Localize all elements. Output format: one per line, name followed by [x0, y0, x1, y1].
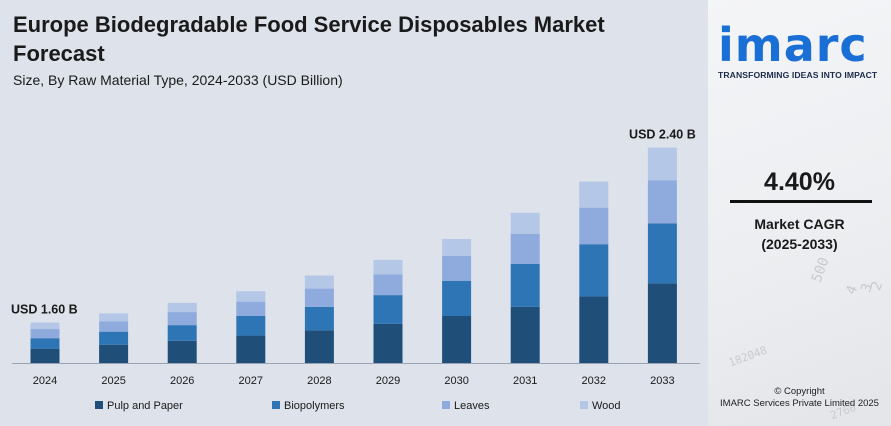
bar-segment [442, 280, 472, 316]
logo-tagline: TRANSFORMING IDEAS INTO IMPACT [718, 70, 878, 80]
x-tick-label: 2032 [582, 375, 606, 387]
bar-segment [236, 291, 266, 302]
page-title: Europe Biodegradable Food Service Dispos… [13, 12, 605, 66]
chart-subtitle: Size, By Raw Material Type, 2024-2033 (U… [13, 72, 343, 88]
legend-swatch [95, 401, 103, 409]
x-tick-label: 2030 [444, 375, 468, 387]
cagr-divider [730, 200, 872, 203]
x-tick-label: 2033 [650, 375, 674, 387]
x-tick-label: 2029 [376, 375, 400, 387]
bar-segment [30, 322, 60, 330]
total-annotation: USD 1.60 B [11, 303, 78, 317]
decor-number: 500 [808, 255, 833, 285]
chart-panel: Europe Biodegradable Food Service Dispos… [11, 12, 700, 412]
x-tick-label: 2027 [239, 375, 263, 387]
imarc-logo: imarc TRANSFORMING IDEAS INTO IMPACT [718, 22, 888, 80]
bar-segment [304, 288, 334, 307]
bar-segment [167, 325, 197, 341]
bar-segment [99, 331, 129, 345]
bar-segment [373, 323, 403, 363]
bar-segment [304, 306, 334, 331]
bar-segment [167, 340, 197, 363]
bar-segment [647, 180, 677, 224]
bar-segment [510, 233, 540, 264]
x-tick-label: 2028 [307, 375, 331, 387]
legend-label: Pulp and Paper [107, 400, 183, 412]
bar-segment [647, 223, 677, 284]
legend-swatch [580, 401, 588, 409]
bar-segment [579, 207, 609, 245]
copyright-line1: © Copyright [774, 386, 825, 397]
decor-number: 182048 [726, 343, 769, 370]
logo-wordmark: imarc [718, 18, 868, 72]
copyright-line2: IMARC Services Private Limited 2025 [720, 398, 879, 409]
bar-segment [99, 344, 129, 363]
bar-segment [510, 263, 540, 307]
copyright: © Copyright IMARC Services Private Limit… [708, 386, 891, 410]
bar-segment [30, 348, 60, 363]
legend-swatch [442, 401, 450, 409]
bar-segment [442, 255, 472, 281]
bar-segment [579, 296, 609, 363]
x-tick-label: 2025 [101, 375, 125, 387]
bar-segment [236, 335, 266, 363]
bar-segment [442, 238, 472, 256]
bar-segment [236, 316, 266, 336]
x-tick-label: 2031 [513, 375, 537, 387]
bar-segment [647, 147, 677, 181]
bar-segment [510, 212, 540, 234]
stacked-bar-chart: 2024 2025 2026 2027 2028 2029 2030 2031 2032 2033… [11, 128, 700, 412]
bar-segment [30, 338, 60, 349]
bar-segment [99, 321, 129, 332]
legend-label: Wood [592, 400, 621, 412]
bar-segment [304, 275, 334, 289]
cagr-label-line2: (2025-2033) [761, 236, 838, 252]
bar-segment [647, 283, 677, 363]
bar-segment [373, 274, 403, 296]
bar-segment [510, 306, 540, 363]
bar-segment [304, 330, 334, 363]
x-tick-label: 2024 [33, 375, 57, 387]
bar-segment [442, 316, 472, 363]
bar-segment [373, 295, 403, 324]
legend-swatch [272, 401, 280, 409]
bar-segment [167, 312, 197, 326]
legend-label: Biopolymers [284, 400, 345, 412]
bar-segment [30, 329, 60, 339]
total-annotation: USD 2.40 B [629, 128, 696, 142]
bar-segment [236, 301, 266, 316]
bar-segment [579, 244, 609, 297]
bar-segment [579, 181, 609, 208]
legend-label: Leaves [454, 400, 490, 412]
bar-segment [99, 313, 129, 322]
cagr-label-line1: Market CAGR [754, 216, 845, 232]
x-tick-label: 2026 [170, 375, 194, 387]
sidebar: 500 4 3 2 182048 2760 imarc TRANSFORMING… [708, 0, 891, 426]
bar-segment [167, 302, 197, 313]
cagr-label: Market CAGR (2025-2033) [708, 214, 891, 254]
cagr-value: 4.40% [764, 168, 835, 196]
bar-segment [373, 259, 403, 275]
